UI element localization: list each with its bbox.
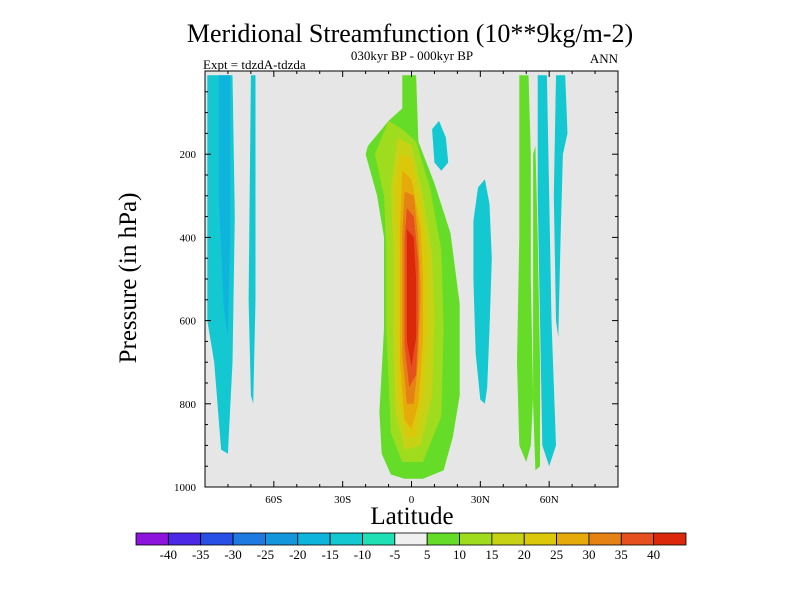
contour-region-nh-band-50n	[517, 75, 534, 462]
contour-region-nh-band-65n	[553, 75, 568, 338]
y-tick-label: 200	[180, 149, 197, 161]
y-axis-title: Pressure (in hPa)	[115, 193, 142, 364]
colorbar-label: 10	[453, 547, 466, 562]
contour-region-band-30n	[473, 179, 492, 404]
contour-region-tropical-cell-40	[406, 229, 417, 367]
contour-region-sh-band-60s	[248, 75, 256, 404]
y-tick-label: 400	[180, 232, 197, 244]
colorbar-swatch	[459, 532, 493, 546]
contour-region-nh-band-55n-green	[533, 145, 540, 471]
x-tick-label: 30N	[471, 494, 490, 506]
x-tick-label: 60S	[265, 494, 282, 506]
colorbar-swatch	[394, 532, 428, 546]
colorbar-label: 35	[615, 547, 628, 562]
colorbar-label: 40	[647, 547, 660, 562]
colorbar-swatch	[426, 532, 460, 546]
colorbar-label: 30	[582, 547, 595, 562]
colorbar-swatch	[491, 532, 525, 546]
colorbar-swatch	[588, 532, 622, 546]
colorbar-swatch	[329, 532, 363, 546]
colorbar-label: -15	[321, 547, 338, 562]
colorbar-label: -20	[289, 547, 306, 562]
colorbar-swatch	[362, 532, 396, 546]
colorbar-label: -35	[192, 547, 209, 562]
x-tick-label: 0	[409, 494, 415, 506]
colorbar-label: 5	[424, 547, 431, 562]
colorbar-swatch	[135, 532, 169, 546]
colorbar-label: 25	[550, 547, 563, 562]
colorbar-swatch	[200, 532, 234, 546]
contour-region-nh-band-60n	[537, 75, 556, 467]
x-tick-label: 60N	[540, 494, 559, 506]
colorbar-label: 20	[518, 547, 531, 562]
colorbar-label: -10	[354, 547, 371, 562]
colorbar-swatch	[297, 532, 331, 546]
colorbar-label: -5	[389, 547, 400, 562]
season-label: ANN	[590, 51, 619, 66]
contour-region-sh-band-west-core	[218, 75, 231, 338]
colorbar-swatch	[653, 532, 687, 546]
colorbar-label: 15	[485, 547, 498, 562]
experiment-label: Expt = tdzdA-tdzda	[203, 57, 306, 72]
colorbar-label: -30	[224, 547, 241, 562]
y-tick-label: 600	[180, 316, 197, 328]
contour-field	[207, 75, 568, 479]
y-tick-label: 800	[180, 399, 197, 411]
colorbar-swatch	[556, 532, 590, 546]
chart-title: Meridional Streamfunction (10**9kg/m-2)	[187, 19, 633, 48]
colorbar-label: -25	[257, 547, 274, 562]
colorbar: -40 -35 -30 -25 -20 -15 -10 -5 5 10 15 20 25 30 35 40	[135, 532, 687, 562]
colorbar-swatch	[265, 532, 299, 546]
colorbar-swatch	[523, 532, 557, 546]
chart-subtitle: 030kyr BP - 000kyr BP	[351, 48, 473, 63]
x-axis-title: Latitude	[370, 503, 453, 530]
colorbar-label: -40	[160, 547, 177, 562]
x-tick-label: 30S	[334, 494, 351, 506]
axis-ticks: 60S 30S 0 30N 60N 200 400 600 800 1000	[174, 71, 618, 506]
colorbar-swatch	[232, 532, 266, 546]
colorbar-swatch	[167, 532, 202, 546]
colorbar-swatch	[620, 532, 655, 546]
y-tick-label: 1000	[174, 482, 197, 494]
contour-region-upper-patch-15n	[432, 120, 449, 171]
